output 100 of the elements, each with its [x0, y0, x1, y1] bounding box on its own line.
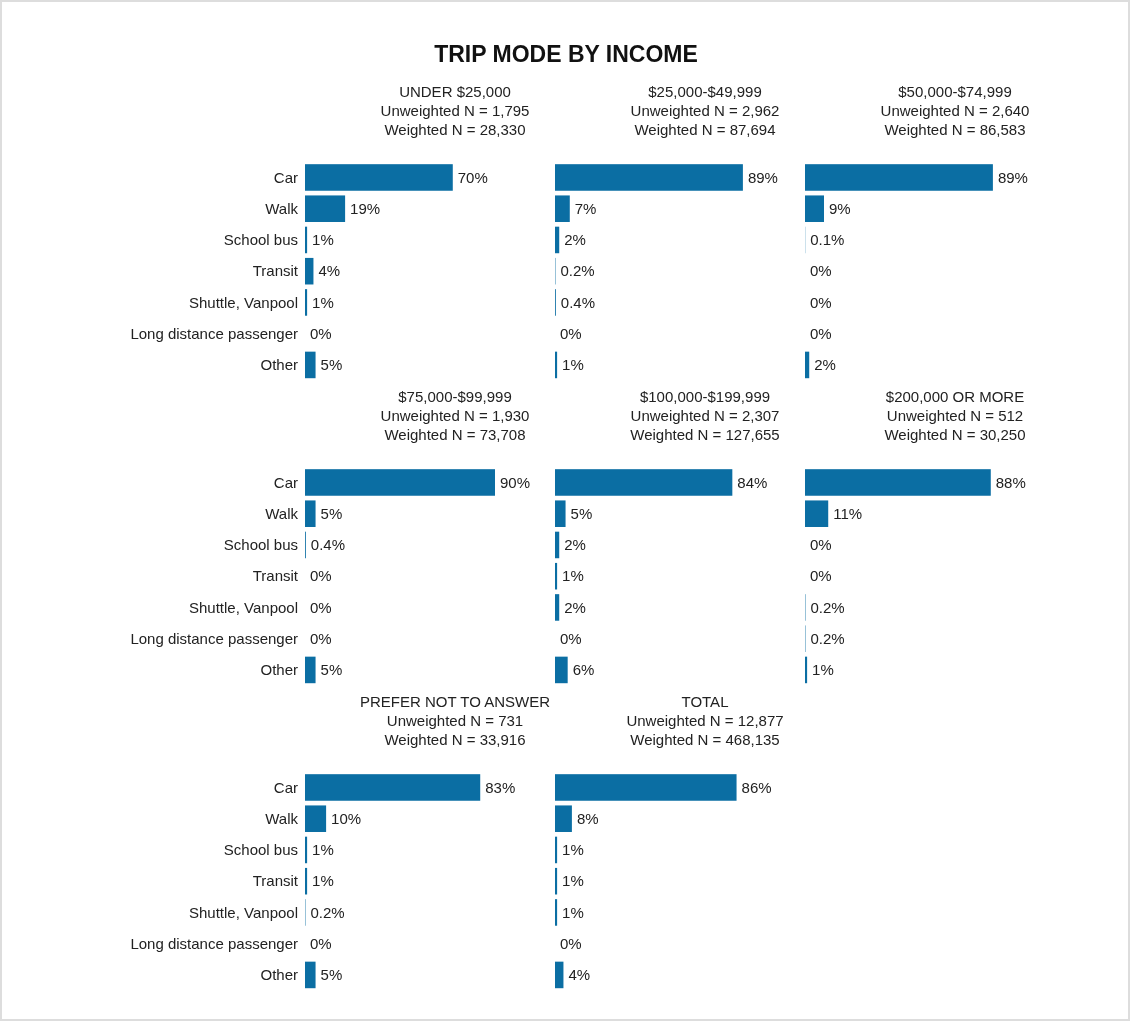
data-label: 2% [564, 536, 586, 554]
data-label: 1% [312, 841, 334, 859]
bar [805, 656, 808, 684]
data-label: 70% [457, 168, 488, 186]
data-label: 1% [562, 872, 584, 890]
bar [805, 195, 824, 222]
y-tick-label: School bus [223, 536, 298, 554]
data-label: 1% [312, 293, 334, 311]
bar [555, 562, 558, 590]
bar [805, 469, 991, 496]
data-label: 4% [318, 262, 341, 280]
y-tick-label: Walk [265, 199, 299, 217]
y-tick-label: Walk [265, 809, 299, 827]
data-label: 84% [737, 473, 768, 491]
bar [305, 226, 308, 254]
data-label: 0% [310, 567, 332, 585]
bar [555, 500, 566, 527]
data-label: 0% [310, 598, 332, 616]
y-tick-label: Long distance passenger [130, 629, 298, 647]
chart-subtitle: Unweighted N = 2,962 Weighted N = 87,694 [630, 102, 780, 138]
data-label: 0.2% [810, 629, 845, 647]
y-tick-label: School bus [223, 841, 298, 859]
data-label: 88% [995, 473, 1026, 491]
data-label: 7% [574, 199, 597, 217]
bar [305, 257, 314, 285]
data-label: 19% [350, 199, 381, 217]
text: TRIP MODE BY INCOME [434, 41, 698, 67]
bar [555, 899, 558, 926]
data-label: 0.4% [560, 293, 596, 311]
y-tick-label: Long distance passenger [130, 934, 298, 952]
y-tick-label: Other [260, 661, 298, 679]
data-label: 5% [320, 356, 343, 374]
bar [305, 774, 481, 801]
data-label: 1% [562, 567, 584, 585]
y-tick-label: Other [260, 966, 298, 984]
data-label: 89% [747, 168, 778, 186]
chart-subtitle: Unweighted N = 12,877 Weighted N = 468,135 [626, 712, 784, 748]
data-label: 8% [576, 809, 599, 827]
bar [555, 961, 564, 989]
data-label: 11% [833, 504, 863, 522]
data-label: 1% [562, 356, 584, 374]
bar [555, 531, 560, 559]
bar [305, 164, 453, 191]
data-label: 0.1% [810, 231, 845, 249]
bar [555, 351, 558, 379]
bar [805, 500, 829, 527]
y-tick-label: Transit [252, 262, 299, 280]
bar [555, 774, 737, 801]
data-label: 5% [570, 504, 593, 522]
chart-subtitle: Unweighted N = 1,930 Weighted N = 73,708 [380, 407, 530, 443]
data-label: 4% [568, 966, 591, 984]
data-label: 0% [310, 934, 332, 952]
bar [555, 226, 560, 254]
y-tick-label: Long distance passenger [130, 324, 298, 342]
bar [305, 867, 308, 895]
data-label: 89% [997, 168, 1028, 186]
y-tick-label: Walk [265, 504, 299, 522]
bar [555, 195, 570, 222]
chart-subtitle: Unweighted N = 1,795 Weighted N = 28,330 [380, 102, 530, 138]
bar [305, 289, 308, 316]
y-tick-label: Car [273, 778, 298, 796]
data-label: 1% [312, 872, 334, 890]
data-label: 0% [810, 262, 832, 280]
bar [555, 594, 560, 621]
data-label: 5% [320, 661, 343, 679]
chart-title: PREFER NOT TO ANSWER [359, 693, 551, 710]
data-label: 86% [741, 778, 772, 796]
data-label: 1% [812, 661, 834, 679]
data-label: 5% [320, 966, 343, 984]
y-tick-label: Shuttle, Vanpool [189, 293, 298, 311]
chart-subtitle: Unweighted N = 2,640 Weighted N = 86,583 [880, 102, 1030, 138]
data-label: 2% [564, 598, 586, 616]
bar [305, 195, 346, 222]
data-label: 10% [331, 809, 362, 827]
y-tick-label: Transit [252, 872, 299, 890]
chart-subtitle: Unweighted N = 512 Weighted N = 30,250 [884, 407, 1026, 443]
data-label: 0.2% [310, 903, 345, 921]
bar [305, 836, 308, 864]
y-tick-label: School bus [223, 231, 298, 249]
data-label: 0% [560, 324, 582, 342]
data-label: 0% [810, 324, 832, 342]
data-label: 1% [562, 903, 584, 921]
chart-title: $75,000-$99,999 [398, 388, 512, 405]
data-label: 0% [310, 324, 332, 342]
y-tick-label: Shuttle, Vanpool [189, 598, 298, 616]
chart-title: UNDER $25,000 [399, 83, 511, 100]
data-label: 5% [320, 504, 343, 522]
bar [305, 961, 316, 989]
chart-subtitle: Unweighted N = 731 Weighted N = 33,916 [384, 712, 526, 748]
data-label: 83% [485, 778, 516, 796]
data-label: 2% [564, 231, 586, 249]
data-label: 0% [560, 934, 582, 952]
data-label: 0% [810, 293, 832, 311]
data-label: 0.2% [560, 262, 595, 280]
data-label: 0% [810, 536, 832, 554]
data-label: 6% [572, 661, 595, 679]
bar [305, 351, 316, 379]
data-label: 9% [829, 199, 851, 217]
y-tick-label: Other [260, 356, 298, 374]
y-tick-label: Transit [252, 567, 299, 585]
